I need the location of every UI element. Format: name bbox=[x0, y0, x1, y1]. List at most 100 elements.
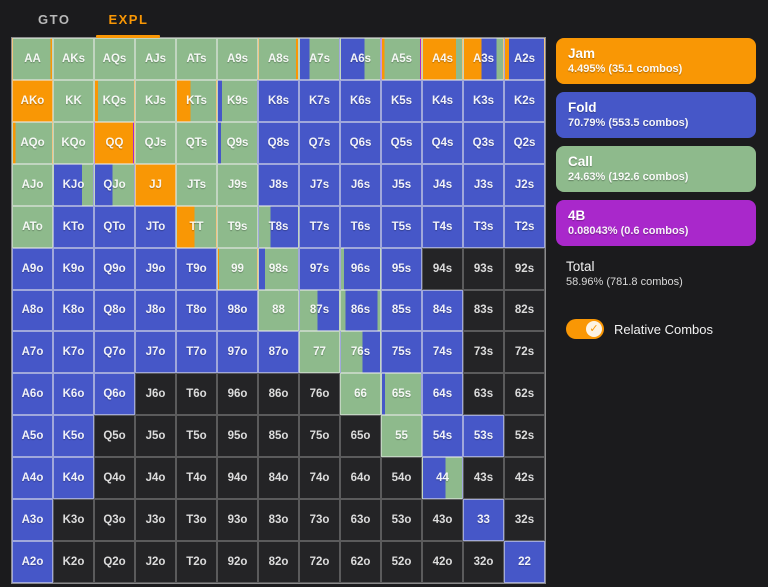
range-cell-85s[interactable]: 85s bbox=[381, 289, 422, 332]
range-cell-K2o[interactable]: K2o bbox=[53, 541, 94, 583]
range-cell-T2s[interactable]: T2s bbox=[504, 205, 545, 248]
range-cell-J2s[interactable]: J2s bbox=[504, 163, 545, 206]
range-cell-T3s[interactable]: T3s bbox=[463, 205, 504, 248]
range-cell-QTo[interactable]: QTo bbox=[94, 205, 135, 248]
range-cell-KQs[interactable]: KQs bbox=[94, 79, 135, 122]
range-cell-ATs[interactable]: ATs bbox=[176, 38, 217, 80]
range-cell-ATo[interactable]: ATo bbox=[12, 205, 53, 248]
range-cell-K4o[interactable]: K4o bbox=[53, 457, 94, 500]
range-cell-92o[interactable]: 92o bbox=[217, 541, 258, 583]
range-cell-K6o[interactable]: K6o bbox=[53, 373, 94, 416]
range-cell-93o[interactable]: 93o bbox=[217, 499, 258, 542]
range-cell-82s[interactable]: 82s bbox=[504, 289, 545, 332]
range-cell-QJo[interactable]: QJo bbox=[94, 163, 135, 206]
range-cell-86s[interactable]: 86s bbox=[340, 289, 381, 332]
range-cell-K6s[interactable]: K6s bbox=[340, 79, 381, 122]
range-cell-A8o[interactable]: A8o bbox=[12, 289, 53, 332]
range-cell-AKo[interactable]: AKo bbox=[12, 79, 53, 122]
range-cell-AJo[interactable]: AJo bbox=[12, 163, 53, 206]
range-cell-75o[interactable]: 75o bbox=[299, 415, 340, 458]
range-cell-K8o[interactable]: K8o bbox=[53, 289, 94, 332]
range-cell-85o[interactable]: 85o bbox=[258, 415, 299, 458]
range-cell-A5o[interactable]: A5o bbox=[12, 415, 53, 458]
range-cell-87o[interactable]: 87o bbox=[258, 331, 299, 374]
range-cell-84s[interactable]: 84s bbox=[422, 289, 463, 332]
range-cell-JTs[interactable]: JTs bbox=[176, 163, 217, 206]
range-cell-J5s[interactable]: J5s bbox=[381, 163, 422, 206]
range-cell-66[interactable]: 66 bbox=[340, 373, 381, 416]
legend-button-four_bet[interactable]: 4B 0.08043% (0.6 combos) bbox=[556, 200, 756, 246]
range-cell-KTo[interactable]: KTo bbox=[53, 205, 94, 248]
range-cell-A6o[interactable]: A6o bbox=[12, 373, 53, 416]
range-cell-62s[interactable]: 62s bbox=[504, 373, 545, 416]
range-cell-KK[interactable]: KK bbox=[53, 79, 94, 122]
range-cell-74s[interactable]: 74s bbox=[422, 331, 463, 374]
range-cell-K5o[interactable]: K5o bbox=[53, 415, 94, 458]
range-cell-83s[interactable]: 83s bbox=[463, 289, 504, 332]
range-cell-99[interactable]: 99 bbox=[217, 247, 258, 290]
range-cell-T6o[interactable]: T6o bbox=[176, 373, 217, 416]
range-cell-52s[interactable]: 52s bbox=[504, 415, 545, 458]
range-cell-AKs[interactable]: AKs bbox=[53, 38, 94, 80]
range-cell-53s[interactable]: 53s bbox=[463, 415, 504, 458]
range-cell-32o[interactable]: 32o bbox=[463, 541, 504, 583]
range-cell-52o[interactable]: 52o bbox=[381, 541, 422, 583]
range-cell-QJs[interactable]: QJs bbox=[135, 121, 176, 164]
range-cell-Q7s[interactable]: Q7s bbox=[299, 121, 340, 164]
range-cell-54s[interactable]: 54s bbox=[422, 415, 463, 458]
range-cell-75s[interactable]: 75s bbox=[381, 331, 422, 374]
legend-button-jam[interactable]: Jam 4.495% (35.1 combos) bbox=[556, 38, 756, 84]
range-cell-82o[interactable]: 82o bbox=[258, 541, 299, 583]
range-cell-K9o[interactable]: K9o bbox=[53, 247, 94, 290]
relative-combos-toggle[interactable]: ✓ Relative Combos bbox=[566, 319, 756, 339]
range-cell-88[interactable]: 88 bbox=[258, 289, 299, 332]
range-cell-42s[interactable]: 42s bbox=[504, 457, 545, 500]
range-cell-33[interactable]: 33 bbox=[463, 499, 504, 542]
range-cell-76s[interactable]: 76s bbox=[340, 331, 381, 374]
range-cell-95o[interactable]: 95o bbox=[217, 415, 258, 458]
range-cell-A2o[interactable]: A2o bbox=[12, 541, 53, 583]
range-cell-53o[interactable]: 53o bbox=[381, 499, 422, 542]
range-cell-K3o[interactable]: K3o bbox=[53, 499, 94, 542]
range-cell-KQo[interactable]: KQo bbox=[53, 121, 94, 164]
range-cell-98o[interactable]: 98o bbox=[217, 289, 258, 332]
range-cell-Q5s[interactable]: Q5s bbox=[381, 121, 422, 164]
range-cell-J4o[interactable]: J4o bbox=[135, 457, 176, 500]
range-cell-T8s[interactable]: T8s bbox=[258, 205, 299, 248]
range-cell-Q3o[interactable]: Q3o bbox=[94, 499, 135, 542]
range-cell-77[interactable]: 77 bbox=[299, 331, 340, 374]
range-cell-J8o[interactable]: J8o bbox=[135, 289, 176, 332]
range-cell-98s[interactable]: 98s bbox=[258, 247, 299, 290]
range-cell-QTs[interactable]: QTs bbox=[176, 121, 217, 164]
range-cell-Q5o[interactable]: Q5o bbox=[94, 415, 135, 458]
range-cell-T7o[interactable]: T7o bbox=[176, 331, 217, 374]
range-cell-44[interactable]: 44 bbox=[422, 457, 463, 500]
range-cell-KJs[interactable]: KJs bbox=[135, 79, 176, 122]
range-cell-92s[interactable]: 92s bbox=[504, 247, 545, 290]
range-cell-T8o[interactable]: T8o bbox=[176, 289, 217, 332]
range-cell-T9o[interactable]: T9o bbox=[176, 247, 217, 290]
range-cell-Q9s[interactable]: Q9s bbox=[217, 121, 258, 164]
range-cell-K8s[interactable]: K8s bbox=[258, 79, 299, 122]
range-cell-T4s[interactable]: T4s bbox=[422, 205, 463, 248]
range-cell-76o[interactable]: 76o bbox=[299, 373, 340, 416]
range-cell-64s[interactable]: 64s bbox=[422, 373, 463, 416]
range-cell-Q3s[interactable]: Q3s bbox=[463, 121, 504, 164]
range-cell-Q8o[interactable]: Q8o bbox=[94, 289, 135, 332]
tab-expl[interactable]: EXPL bbox=[94, 4, 162, 38]
legend-button-call[interactable]: Call 24.63% (192.6 combos) bbox=[556, 146, 756, 192]
range-cell-54o[interactable]: 54o bbox=[381, 457, 422, 500]
range-cell-A7o[interactable]: A7o bbox=[12, 331, 53, 374]
range-cell-73o[interactable]: 73o bbox=[299, 499, 340, 542]
range-cell-87s[interactable]: 87s bbox=[299, 289, 340, 332]
range-cell-55[interactable]: 55 bbox=[381, 415, 422, 458]
range-cell-KJo[interactable]: KJo bbox=[53, 163, 94, 206]
range-cell-Q2s[interactable]: Q2s bbox=[504, 121, 545, 164]
range-cell-Q8s[interactable]: Q8s bbox=[258, 121, 299, 164]
range-cell-T5o[interactable]: T5o bbox=[176, 415, 217, 458]
range-cell-22[interactable]: 22 bbox=[504, 541, 545, 583]
range-cell-72s[interactable]: 72s bbox=[504, 331, 545, 374]
range-cell-J7o[interactable]: J7o bbox=[135, 331, 176, 374]
range-cell-JTo[interactable]: JTo bbox=[135, 205, 176, 248]
range-cell-43o[interactable]: 43o bbox=[422, 499, 463, 542]
